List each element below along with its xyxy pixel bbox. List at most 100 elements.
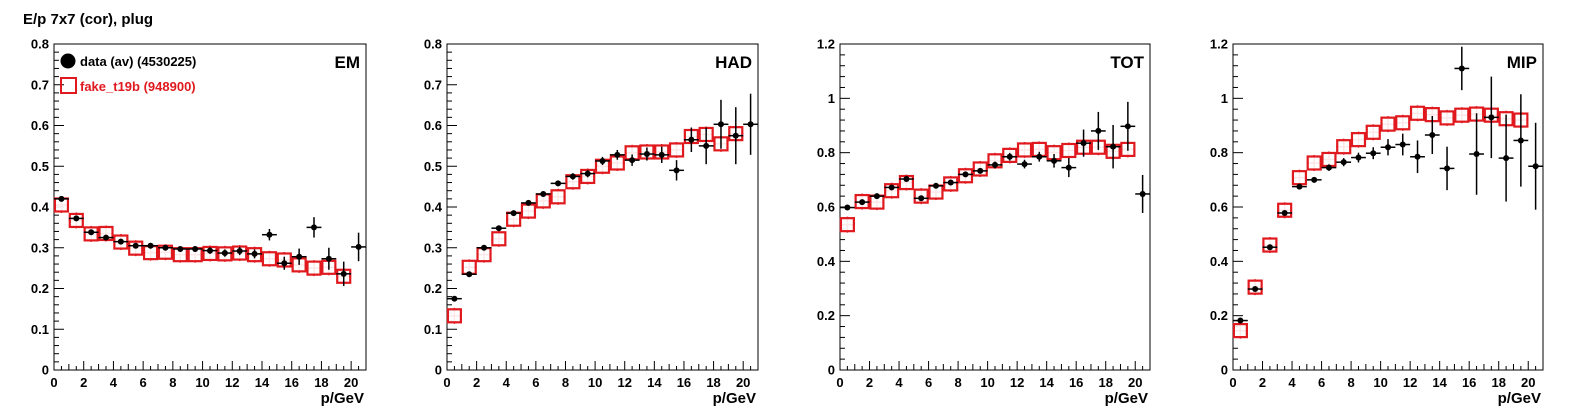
plot-frame xyxy=(839,43,1151,371)
plot-frame xyxy=(446,43,759,371)
data-point xyxy=(1036,153,1043,160)
data-point xyxy=(132,242,139,249)
data-point xyxy=(1021,161,1028,168)
data-point xyxy=(977,167,984,174)
x-tick-label: 18 xyxy=(1491,375,1505,390)
data-point xyxy=(643,151,650,158)
data-point xyxy=(1095,127,1102,134)
fake-point xyxy=(1016,142,1033,158)
x-tick-label: 0 xyxy=(443,375,450,390)
panel-em: 0 2 4 6 8 10 12 14 16 18 20 0 0.1 0.2 0.3 0.4 0.5 0.6 0.7 0… xyxy=(31,37,367,407)
fake-point xyxy=(1380,116,1396,132)
fake-point xyxy=(839,217,855,233)
data-point xyxy=(1429,132,1436,139)
data-point xyxy=(1517,137,1524,144)
data-point xyxy=(207,247,213,254)
x-tick-label: 2 xyxy=(1259,375,1266,390)
x-tick-label: 14 xyxy=(1432,375,1447,390)
panel-label: HAD xyxy=(715,53,752,72)
data-point xyxy=(903,176,910,183)
x-tick-label: 4 xyxy=(895,375,903,390)
data-point xyxy=(569,173,576,180)
y-tick-label: 0.5 xyxy=(31,159,49,174)
y-tick-label: 1 xyxy=(1221,91,1228,106)
fake-point xyxy=(550,189,566,205)
data-point xyxy=(1296,183,1303,190)
y-tick-label: 0.7 xyxy=(424,77,442,92)
data-point xyxy=(658,151,665,158)
y-tick-label: 0.8 xyxy=(424,37,442,52)
data-point xyxy=(1311,176,1318,183)
x-tick-label: 8 xyxy=(562,375,569,390)
y-tick-label: 0.3 xyxy=(31,240,49,255)
y-tick-label: 0.2 xyxy=(31,281,49,296)
y-tick-label: 0.2 xyxy=(1210,308,1228,323)
fake-point xyxy=(1321,151,1337,168)
panel-label: TOT xyxy=(1110,53,1144,72)
data-point xyxy=(873,193,880,200)
data-point xyxy=(1266,244,1273,251)
data-point xyxy=(451,295,458,302)
data-point xyxy=(1110,143,1117,150)
panel-mip: 0 2 4 6 8 10 12 14 16 18 20 0 0.2 0.4 0.6 0.8 1 1.2 p/GeV M… xyxy=(1210,37,1544,407)
legend-label-data: data (av) (4530225) xyxy=(80,54,196,69)
data-point xyxy=(1281,209,1288,216)
panel-label: MIP xyxy=(1507,53,1537,72)
data-point xyxy=(177,245,184,252)
data-point xyxy=(703,142,710,149)
x-tick-label: 4 xyxy=(1288,375,1296,390)
legend: data (av) (4530225) fake_t19b (948900) xyxy=(60,53,196,94)
x-tick-label: 4 xyxy=(503,375,511,390)
data-point xyxy=(717,121,724,128)
data-point xyxy=(540,190,547,197)
data-point xyxy=(732,132,739,139)
y-tick-label: 0.6 xyxy=(31,118,49,133)
fake-point xyxy=(520,203,537,219)
data-point xyxy=(555,180,562,187)
panel-had: 0 2 4 6 8 10 12 14 16 18 20 0 0.1 0.2 0.3 0.4 0.5 0.6 0.7 0… xyxy=(424,37,759,407)
y-tick-label: 0.2 xyxy=(424,281,442,296)
y-tick-label: 0.8 xyxy=(31,37,49,52)
x-tick-label: 8 xyxy=(169,375,176,390)
data-point xyxy=(192,245,199,252)
data-point xyxy=(73,215,80,222)
data-point xyxy=(1399,141,1406,148)
x-tick-label: 20 xyxy=(736,375,750,390)
y-tick-label: 0.6 xyxy=(1210,200,1228,215)
data-point xyxy=(1414,153,1421,160)
y-tick-label: 0 xyxy=(435,363,442,378)
y-tick-label: 0.1 xyxy=(31,322,49,337)
data-point xyxy=(355,243,362,250)
data-point xyxy=(221,250,228,257)
fake-point xyxy=(1454,107,1470,123)
y-tick-label: 0 xyxy=(828,363,835,378)
data-point xyxy=(747,121,754,128)
x-tick-label: 20 xyxy=(1128,375,1142,390)
data-point xyxy=(58,195,65,202)
x-tick-label: 8 xyxy=(1347,375,1354,390)
data-point xyxy=(1385,144,1391,151)
x-axis-title: p/GeV xyxy=(713,390,756,407)
data-point xyxy=(466,271,473,278)
data-point xyxy=(340,270,347,277)
y-tick-label: 0.6 xyxy=(424,118,442,133)
y-tick-label: 0.4 xyxy=(424,200,443,215)
data-point xyxy=(859,199,866,206)
data-point xyxy=(1080,140,1087,147)
x-tick-label: 2 xyxy=(473,375,480,390)
data-point xyxy=(614,151,621,158)
data-point xyxy=(266,231,273,238)
data-point xyxy=(947,179,954,186)
x-tick-label: 2 xyxy=(80,375,87,390)
x-tick-label: 6 xyxy=(532,375,539,390)
data-point xyxy=(117,238,124,245)
y-tick-label: 0.6 xyxy=(817,200,835,215)
data-point xyxy=(1473,151,1480,158)
panels: 0 2 4 6 8 10 12 14 16 18 2000.10.20.30.40.50.60.70… xyxy=(31,37,1544,407)
fake-point xyxy=(1232,323,1248,339)
data-point xyxy=(918,195,925,202)
data-point xyxy=(1532,163,1539,170)
data-point xyxy=(1340,159,1347,166)
data-point xyxy=(844,204,851,211)
